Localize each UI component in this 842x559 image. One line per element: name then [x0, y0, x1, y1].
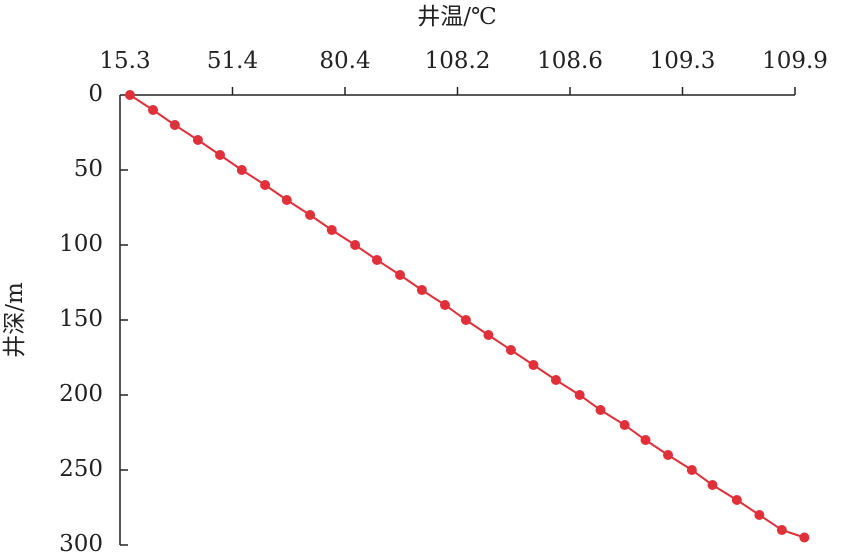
marker: [215, 150, 226, 160]
y-tick-label: 100: [59, 231, 103, 257]
marker: [124, 90, 135, 100]
marker: [236, 165, 247, 175]
marker: [663, 450, 674, 460]
x-tick-label: 80.4: [319, 48, 370, 74]
marker: [686, 465, 697, 475]
marker: [754, 510, 765, 520]
y-axis-label: 井深/m: [2, 282, 28, 358]
x-tick-label: 51.4: [207, 48, 258, 74]
marker: [731, 495, 742, 505]
marker: [574, 390, 585, 400]
x-axis-label: 井温/℃: [417, 4, 496, 30]
marker: [799, 532, 810, 543]
marker: [395, 270, 406, 280]
marker: [505, 345, 516, 355]
marker: [260, 180, 271, 190]
x-tick-label: 109.9: [762, 48, 828, 74]
y-tick-label: 0: [88, 81, 103, 107]
y-tick-label: 300: [59, 531, 103, 557]
y-tick-label: 200: [59, 381, 103, 407]
x-tick-label: 109.3: [650, 48, 716, 74]
x-tick-label: 108.6: [537, 48, 603, 74]
marker: [350, 240, 361, 250]
marker: [326, 225, 337, 235]
x-tick-label: 15.3: [99, 48, 150, 74]
marker: [707, 480, 718, 490]
marker: [439, 300, 450, 310]
marker: [416, 285, 427, 295]
marker: [550, 375, 561, 385]
marker: [460, 315, 471, 325]
marker: [483, 330, 494, 340]
x-tick-label: 108.2: [425, 48, 491, 74]
y-tick-label: 150: [59, 306, 103, 332]
marker: [371, 255, 382, 265]
marker: [305, 210, 316, 220]
marker: [595, 405, 606, 415]
marker: [192, 135, 203, 145]
y-tick-label: 250: [59, 456, 103, 482]
marker: [169, 120, 180, 130]
marker: [148, 105, 159, 115]
y-tick-label: 50: [74, 156, 103, 182]
marker: [640, 435, 651, 445]
marker: [776, 525, 787, 535]
marker: [619, 420, 630, 430]
marker: [528, 360, 539, 370]
marker: [281, 195, 292, 205]
